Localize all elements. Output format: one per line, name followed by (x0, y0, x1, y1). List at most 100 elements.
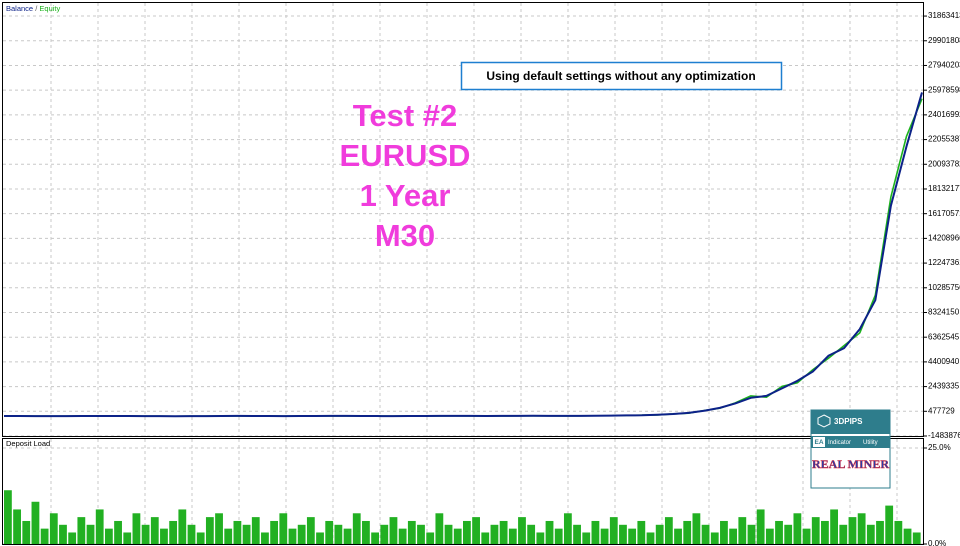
load-bar (325, 520, 334, 544)
load-bar (132, 513, 141, 544)
load-bar (68, 532, 77, 544)
load-bar (417, 524, 425, 544)
load-bar (59, 524, 67, 544)
y-tick-label: 0.0% (928, 539, 946, 546)
y-tick-label: 31863413 (928, 11, 960, 20)
load-bar (600, 528, 609, 544)
load-bar (13, 509, 21, 544)
load-bar (866, 524, 875, 544)
timeframe-label: M30 (375, 218, 435, 253)
y-tick-label: 18132177 (928, 184, 960, 193)
load-bar (536, 532, 545, 544)
load-bar (288, 528, 297, 544)
load-bar (830, 509, 839, 544)
load-bar (876, 520, 884, 544)
load-bar (912, 532, 921, 544)
load-bar (499, 520, 508, 544)
load-bar (114, 520, 122, 544)
load-bar (894, 520, 903, 544)
load-bar (646, 532, 655, 544)
load-bar (31, 501, 40, 544)
test-label: Test #2 (353, 98, 458, 133)
y-tick-label: 4400940 (928, 357, 960, 366)
load-bar (802, 528, 811, 544)
load-bar (389, 517, 398, 544)
load-bar (362, 520, 370, 544)
load-bar (316, 532, 324, 544)
logo-tag: EA (814, 439, 823, 446)
load-bar (435, 513, 444, 544)
load-bar (720, 520, 728, 544)
load-bar (775, 520, 783, 544)
logo: 3DPIPS EA Indicator Utility REAL MINER (810, 409, 891, 489)
load-bar (674, 528, 682, 544)
load-bar (518, 517, 526, 544)
legend-equity: Equity (39, 4, 60, 13)
period-label: 1 Year (360, 178, 451, 213)
load-bar (701, 524, 710, 544)
load-bar (123, 532, 132, 544)
y-tick-label: -1483876 (928, 431, 960, 440)
load-bar (40, 528, 49, 544)
load-bar (398, 528, 407, 544)
load-bar (710, 532, 719, 544)
logo-brand: 3DPIPS (834, 417, 863, 426)
load-bar (187, 524, 196, 544)
load-bar (95, 509, 104, 544)
y-tick-label: 25.0% (928, 443, 951, 452)
load-bar (683, 520, 692, 544)
load-bar (270, 520, 279, 544)
load-bar (839, 524, 848, 544)
load-bar (848, 517, 857, 544)
load-bar (150, 517, 159, 544)
load-bar (756, 509, 765, 544)
load-bar (49, 513, 58, 544)
load-bar (352, 513, 361, 544)
load-bar (591, 520, 600, 544)
symbol-label: EURUSD (340, 138, 471, 173)
y-tick-label: 29901808 (928, 36, 960, 45)
panel-title: Deposit Load (6, 439, 50, 448)
y-tick-label: 22055387 (928, 135, 960, 144)
logo-tag: Indicator (828, 440, 851, 446)
load-bar (233, 520, 242, 544)
load-bar (215, 513, 223, 544)
load-bar (371, 532, 380, 544)
note-text: Using default settings without any optim… (486, 69, 755, 83)
load-bar (490, 524, 499, 544)
load-bar (224, 528, 233, 544)
load-bar (279, 513, 288, 544)
legend: Balance / Equity (6, 4, 60, 13)
load-bar (563, 513, 572, 544)
load-bar (426, 532, 435, 544)
legend-balance: Balance (6, 4, 33, 13)
y-tick-label: 14208966 (928, 233, 960, 242)
series-line (4, 92, 923, 418)
y-tick-label: 6362545 (928, 332, 960, 341)
load-bar (573, 524, 581, 544)
load-bar (453, 528, 462, 544)
load-bar (811, 517, 820, 544)
load-bar (619, 524, 627, 544)
load-bar (765, 528, 774, 544)
logo-ea-box (813, 437, 825, 447)
y-tick-label: 27940203 (928, 61, 960, 70)
y-tick-label: 2439335 (928, 382, 960, 391)
load-bar (169, 520, 178, 544)
load-bar (655, 524, 664, 544)
load-bar (729, 528, 738, 544)
load-bar (251, 517, 260, 544)
load-bar (784, 524, 793, 544)
load-bar (22, 520, 31, 544)
load-bar (472, 517, 480, 544)
mark-layer (4, 92, 923, 544)
load-bar (86, 524, 95, 544)
logo-tag: Utility (863, 440, 878, 446)
load-bar (380, 524, 389, 544)
